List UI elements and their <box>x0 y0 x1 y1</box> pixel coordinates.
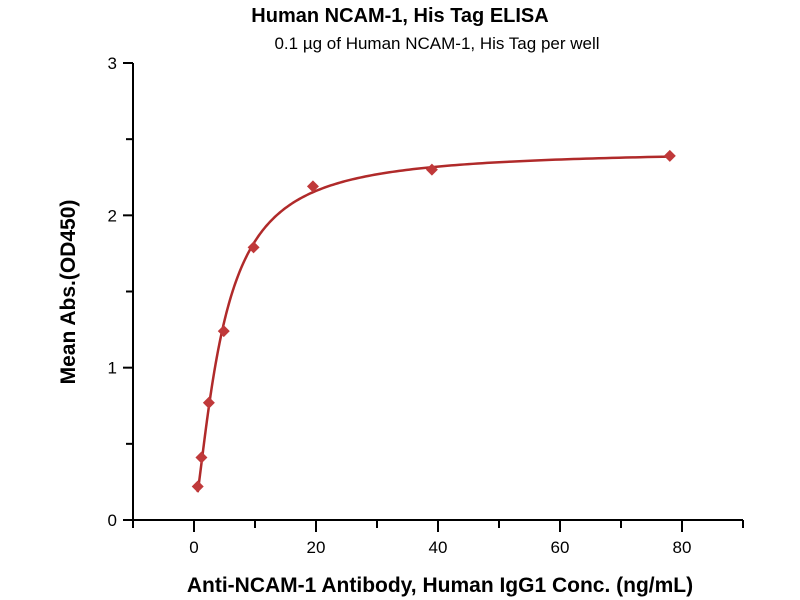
y-tick-label: 0 <box>108 511 117 530</box>
data-point <box>425 163 438 176</box>
chart-subtitle: 0.1 µg of Human NCAM-1, His Tag per well <box>274 34 599 53</box>
x-tick-label: 40 <box>429 538 448 557</box>
y-tick-label: 1 <box>108 359 117 378</box>
x-axis-label: Anti-NCAM-1 Antibody, Human IgG1 Conc. (… <box>187 574 693 597</box>
data-point <box>306 180 319 193</box>
y-axis-label: Mean Abs.(OD450) <box>57 200 80 385</box>
data-points <box>191 149 676 493</box>
data-point <box>247 241 260 254</box>
data-point <box>191 480 204 493</box>
y-tick-label: 2 <box>108 206 117 225</box>
y-tick-label: 3 <box>108 54 117 73</box>
data-point <box>217 325 230 338</box>
axes <box>123 62 744 532</box>
fit-curve <box>196 155 670 493</box>
chart-title: Human NCAM-1, His Tag ELISA <box>251 5 548 27</box>
data-point <box>202 396 215 409</box>
data-point <box>663 149 676 162</box>
data-point <box>195 451 208 464</box>
x-tick-label: 20 <box>307 538 326 557</box>
x-tick-label: 80 <box>673 538 692 557</box>
tick-labels: 0 20 40 60 80 0 1 2 3 <box>108 54 692 557</box>
x-tick-label: 60 <box>551 538 570 557</box>
x-tick-label: 0 <box>189 538 198 557</box>
